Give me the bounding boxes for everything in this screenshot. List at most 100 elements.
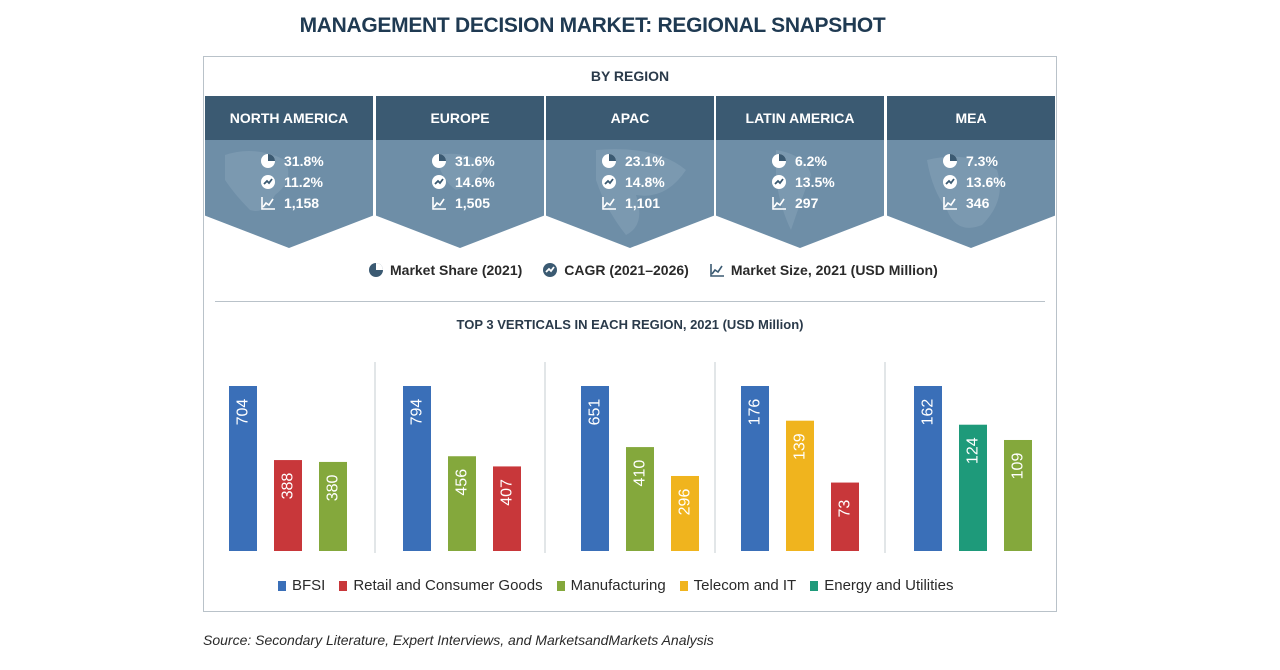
region-name: LATIN AMERICA <box>716 96 884 140</box>
region-name: APAC <box>546 96 714 140</box>
bar <box>831 482 859 551</box>
growth-arrow-icon <box>943 174 957 189</box>
bar-value-label: 794 <box>409 399 426 426</box>
pie-icon <box>772 153 786 168</box>
bar-value-label: 651 <box>587 399 604 426</box>
bar-value-label: 162 <box>920 399 937 426</box>
growth-arrow-icon <box>543 263 558 277</box>
market-size-stat: 1,505 <box>431 192 495 213</box>
region-name: MEA <box>887 96 1055 140</box>
market-share-value: 31.8% <box>284 152 324 169</box>
metric-legend: Market Share (2021) CAGR (2021–2026) Mar… <box>368 262 958 278</box>
region-map-silhouette <box>776 150 811 230</box>
cagr-stat: 14.8% <box>601 171 665 192</box>
pie-icon <box>432 153 446 168</box>
bar <box>914 386 942 551</box>
pie-icon <box>602 153 616 168</box>
cagr-value: 11.2% <box>284 173 323 190</box>
bar-value-label: 176 <box>747 399 764 426</box>
by-region-label: BY REGION <box>590 68 670 84</box>
market-share-stat: 7.3% <box>942 150 1006 171</box>
pie-icon <box>261 153 275 168</box>
line-chart-icon <box>432 196 446 210</box>
market-size-value: 297 <box>795 194 819 211</box>
region-name: EUROPE <box>376 96 544 140</box>
region-card: LATIN AMERICA 6.2% 13.5% 297 <box>716 96 884 248</box>
legend-cagr-label: CAGR (2021–2026) <box>564 262 689 278</box>
legend-item: BFSI <box>278 577 325 594</box>
market-share-stat: 31.6% <box>431 150 495 171</box>
bar-value-label: 124 <box>965 437 982 464</box>
legend-cagr: CAGR (2021–2026) <box>542 262 689 278</box>
region-card: MEA 7.3% 13.6% 346 <box>887 96 1055 248</box>
snapshot-frame <box>203 56 1057 612</box>
growth-arrow-icon <box>261 174 275 189</box>
bar <box>493 466 521 551</box>
bar-value-label: 410 <box>632 460 649 487</box>
bar-value-label: 296 <box>677 489 694 516</box>
market-size-value: 1,101 <box>625 194 661 211</box>
cagr-value: 13.5% <box>795 173 835 190</box>
market-size-stat: 1,101 <box>601 192 665 213</box>
cagr-stat: 11.2% <box>260 171 324 192</box>
legend-swatch <box>810 580 819 591</box>
region-card: APAC 23.1% 14.8% 1,101 <box>546 96 714 248</box>
region-name: NORTH AMERICA <box>205 96 373 140</box>
market-size-stat: 346 <box>942 192 1006 213</box>
legend-market-size: Market Size, 2021 (USD Million) <box>709 262 938 278</box>
region-map-silhouette <box>436 153 486 190</box>
page-title: MANAGEMENT DECISION MARKET: REGIONAL SNA… <box>299 14 886 37</box>
bar <box>741 386 769 551</box>
cagr-value: 14.8% <box>625 173 665 190</box>
bar-value-label: 139 <box>792 433 809 460</box>
cagr-value: 13.6% <box>966 173 1006 190</box>
legend-item: Retail and Consumer Goods <box>339 577 543 594</box>
bar <box>959 424 987 551</box>
legend-swatch <box>556 580 565 591</box>
market-size-value: 1,505 <box>455 194 491 211</box>
bar <box>626 447 654 551</box>
region-card: EUROPE 31.6% 14.6% 1,505 <box>376 96 544 248</box>
line-chart-icon <box>772 196 786 210</box>
cagr-value: 14.6% <box>455 173 495 190</box>
legend-market-share-label: Market Share (2021) <box>390 262 523 278</box>
legend-swatch <box>339 580 348 591</box>
market-share-value: 6.2% <box>795 152 827 169</box>
market-share-value: 23.1% <box>625 152 665 169</box>
bar <box>229 386 257 551</box>
bar <box>448 456 476 551</box>
bar <box>786 420 814 551</box>
legend-label: BFSI <box>292 577 326 594</box>
bar <box>671 475 699 551</box>
line-chart-icon <box>602 196 616 210</box>
legend-label: Manufacturing <box>570 577 666 594</box>
legend-item: Manufacturing <box>556 577 666 594</box>
pie-icon <box>369 263 383 277</box>
cagr-stat: 14.6% <box>431 171 495 192</box>
market-size-stat: 297 <box>771 192 835 213</box>
bar <box>274 460 302 551</box>
legend-item: Energy and Utilities <box>810 577 953 594</box>
market-share-value: 31.6% <box>455 152 495 169</box>
growth-arrow-icon <box>432 174 446 189</box>
bar <box>1004 439 1032 551</box>
bar-value-label: 456 <box>454 469 471 496</box>
region-map-silhouette <box>927 156 1000 228</box>
market-share-stat: 6.2% <box>771 150 835 171</box>
growth-arrow-icon <box>602 174 616 189</box>
bar-value-label: 388 <box>280 473 297 500</box>
bar <box>581 386 609 551</box>
legend-swatch <box>278 580 286 591</box>
market-size-stat: 1,158 <box>260 192 324 213</box>
chart-legend: BFSI Retail and Consumer Goods Manufactu… <box>278 577 967 594</box>
legend-label: Telecom and IT <box>693 577 797 594</box>
market-share-value: 7.3% <box>966 152 998 169</box>
cagr-stat: 13.5% <box>771 171 835 192</box>
line-chart-icon <box>943 196 957 210</box>
bar-value-label: 109 <box>1010 453 1027 480</box>
region-map-silhouette <box>596 149 686 235</box>
legend-item: Telecom and IT <box>679 577 797 594</box>
region-card: NORTH AMERICA 31.8% 11.2% 1,158 <box>205 96 373 248</box>
growth-arrow-icon <box>772 174 786 189</box>
